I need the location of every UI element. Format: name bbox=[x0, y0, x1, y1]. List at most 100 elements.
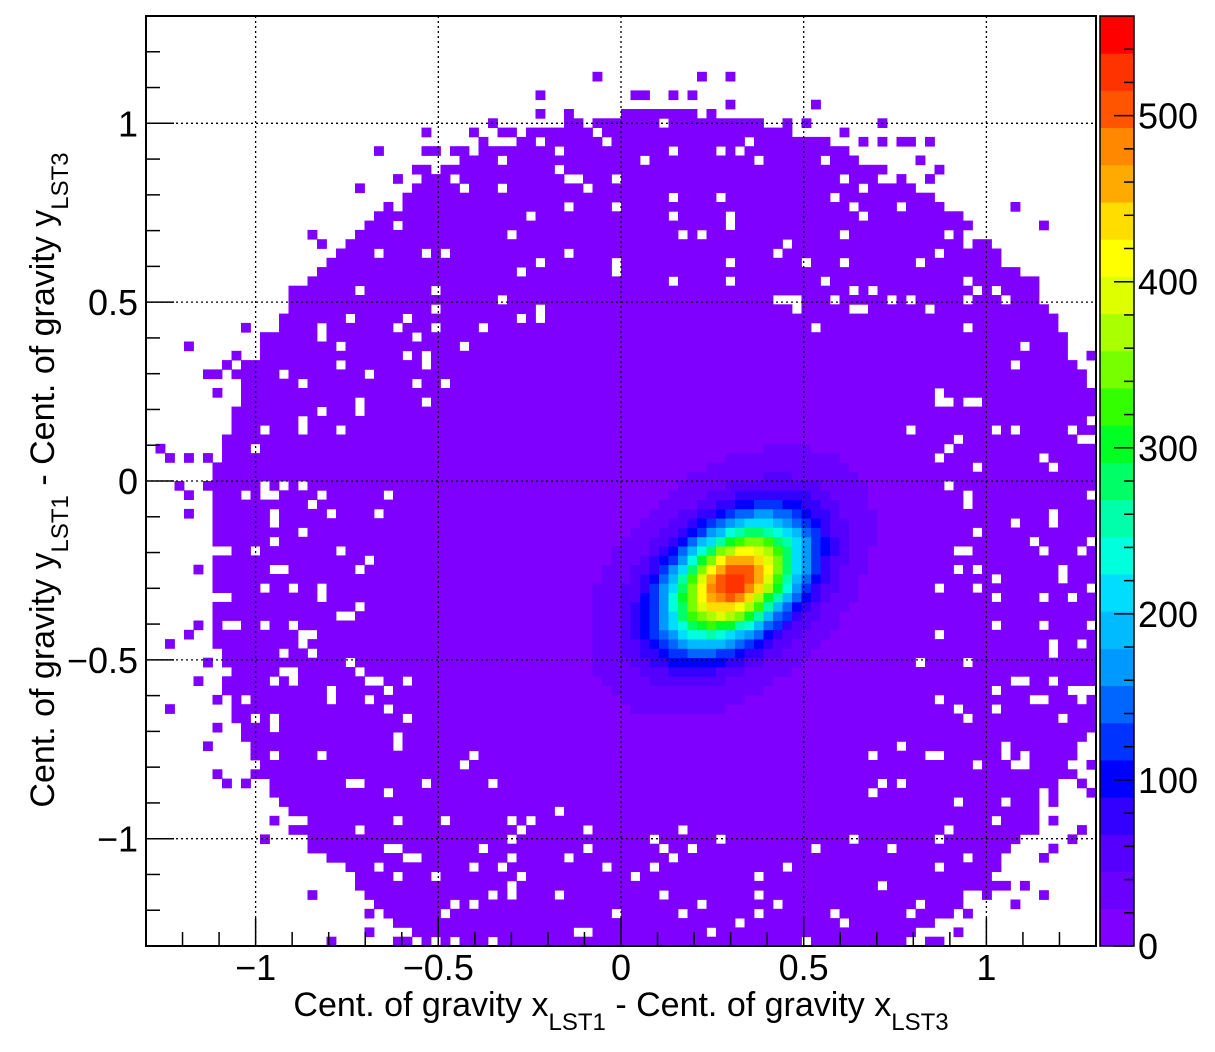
heatmap-cell bbox=[820, 397, 831, 407]
heatmap-cell bbox=[554, 601, 565, 612]
heatmap-cell bbox=[716, 825, 726, 835]
heatmap-cell bbox=[393, 313, 403, 324]
heatmap-cell bbox=[241, 508, 251, 519]
heatmap-cell bbox=[564, 434, 574, 445]
heatmap-cell bbox=[345, 546, 356, 556]
heatmap-cell bbox=[317, 378, 327, 389]
heatmap-cell bbox=[345, 257, 356, 268]
heatmap-cell bbox=[535, 378, 546, 389]
heatmap-cell bbox=[763, 536, 774, 547]
heatmap-cell bbox=[611, 425, 622, 435]
heatmap-cell bbox=[668, 611, 679, 621]
heatmap-cell bbox=[611, 620, 622, 631]
heatmap-cell bbox=[298, 322, 308, 333]
heatmap-cell bbox=[649, 174, 660, 184]
heatmap-cell bbox=[773, 257, 783, 268]
heatmap-cell bbox=[801, 322, 812, 333]
heatmap-cell bbox=[592, 908, 603, 919]
heatmap-cell bbox=[754, 397, 764, 407]
heatmap-cell bbox=[573, 499, 584, 510]
heatmap-cell bbox=[431, 229, 441, 240]
heatmap-cell bbox=[678, 853, 688, 863]
heatmap-cell bbox=[792, 146, 802, 156]
heatmap-cell bbox=[431, 481, 441, 491]
heatmap-cell bbox=[640, 425, 650, 435]
heatmap-cell bbox=[649, 211, 660, 221]
heatmap-cell bbox=[792, 332, 802, 342]
heatmap-cell bbox=[602, 648, 612, 659]
heatmap-cell bbox=[364, 815, 375, 826]
heatmap-cell bbox=[735, 406, 745, 417]
heatmap-cell bbox=[687, 527, 698, 538]
heatmap-cell bbox=[250, 425, 261, 435]
heatmap-cell bbox=[402, 304, 413, 314]
heatmap-cell bbox=[744, 443, 755, 454]
heatmap-cell bbox=[659, 443, 669, 454]
heatmap-cell bbox=[288, 732, 299, 742]
heatmap-cell bbox=[402, 508, 413, 519]
heatmap-cell bbox=[307, 350, 318, 361]
heatmap-cell bbox=[554, 732, 565, 742]
heatmap-cell bbox=[326, 527, 337, 538]
heatmap-cell bbox=[469, 834, 479, 845]
heatmap-cell bbox=[222, 564, 232, 575]
heatmap-cell bbox=[383, 239, 394, 249]
heatmap-cell bbox=[621, 378, 631, 389]
heatmap-cell bbox=[744, 341, 755, 352]
heatmap-cell bbox=[345, 434, 356, 445]
heatmap-cell bbox=[564, 155, 574, 166]
heatmap-cell bbox=[602, 276, 612, 287]
heatmap-cell bbox=[630, 685, 641, 696]
heatmap-cell bbox=[763, 369, 774, 380]
heatmap-cell bbox=[602, 425, 612, 435]
heatmap-cell bbox=[744, 741, 755, 752]
heatmap-cell bbox=[507, 518, 517, 528]
heatmap-cell bbox=[659, 332, 669, 342]
heatmap-cell bbox=[412, 620, 422, 631]
heatmap-cell bbox=[535, 332, 546, 342]
heatmap-cell bbox=[507, 750, 517, 761]
heatmap-cell bbox=[488, 750, 498, 761]
heatmap-cell bbox=[459, 192, 470, 203]
heatmap-cell bbox=[668, 787, 679, 798]
heatmap-cell bbox=[554, 276, 565, 287]
heatmap-cell bbox=[773, 127, 783, 138]
heatmap-cell bbox=[269, 527, 280, 538]
heatmap-cell bbox=[345, 527, 356, 538]
heatmap-cell bbox=[317, 536, 327, 547]
heatmap-cell bbox=[763, 490, 774, 500]
heatmap-cell bbox=[421, 369, 432, 380]
heatmap-cell bbox=[412, 704, 422, 714]
heatmap-cell bbox=[469, 667, 479, 677]
heatmap-cell bbox=[545, 732, 555, 742]
heatmap-cell bbox=[697, 732, 707, 742]
heatmap-cell bbox=[773, 425, 783, 435]
heatmap-cell bbox=[697, 267, 707, 277]
heatmap-cell bbox=[687, 564, 698, 575]
heatmap-cell bbox=[763, 564, 774, 575]
heatmap-cell bbox=[554, 388, 565, 398]
heatmap-cell bbox=[763, 741, 774, 752]
heatmap-cell bbox=[307, 304, 318, 314]
heatmap-cell bbox=[459, 778, 470, 789]
heatmap-cell bbox=[782, 174, 793, 184]
heatmap-cell bbox=[716, 425, 726, 435]
heatmap-cell bbox=[592, 174, 603, 184]
heatmap-cell bbox=[611, 732, 622, 742]
heatmap-cell bbox=[592, 192, 603, 203]
heatmap-cell bbox=[288, 741, 299, 752]
heatmap-cell bbox=[801, 685, 812, 696]
heatmap-cell bbox=[288, 341, 299, 352]
heatmap-cell bbox=[507, 202, 517, 212]
heatmap-cell bbox=[716, 629, 726, 640]
heatmap-cell bbox=[212, 536, 223, 547]
heatmap-cell bbox=[763, 657, 774, 668]
heatmap-cell bbox=[649, 611, 660, 621]
heatmap-cell bbox=[364, 601, 375, 612]
heatmap-cell bbox=[668, 536, 679, 547]
heatmap-cell bbox=[241, 676, 251, 686]
heatmap-cell bbox=[621, 722, 631, 733]
heatmap-cell bbox=[488, 183, 498, 194]
heatmap-cell bbox=[640, 667, 650, 677]
heatmap-cell bbox=[336, 629, 346, 640]
